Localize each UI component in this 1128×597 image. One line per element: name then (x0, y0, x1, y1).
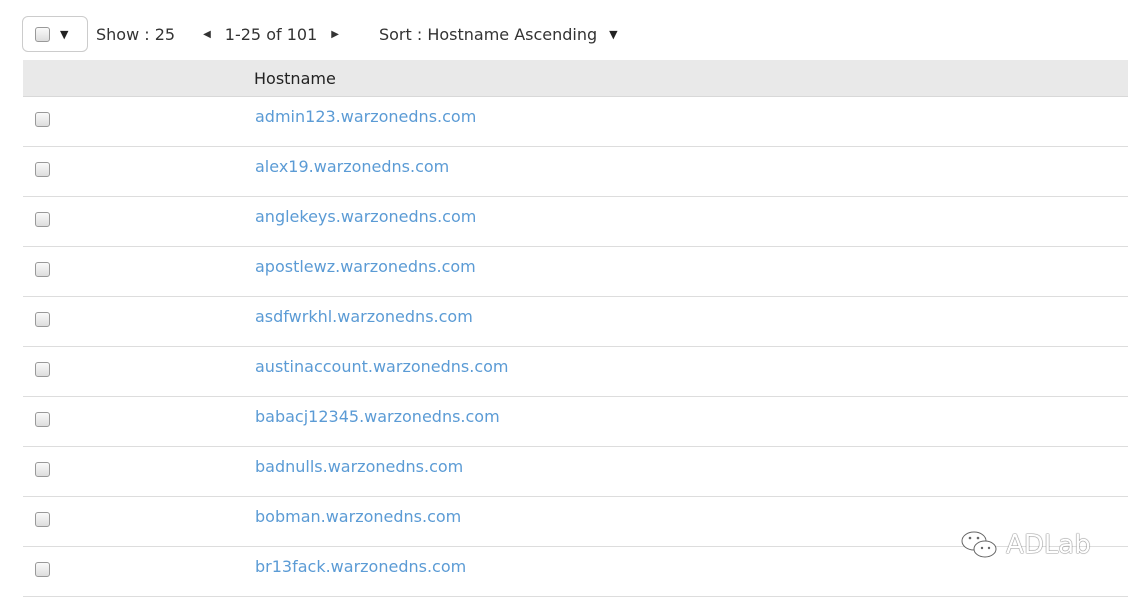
row-checkbox[interactable] (35, 312, 50, 327)
next-page-icon[interactable]: ▶ (331, 28, 339, 40)
select-all-checkbox[interactable] (35, 26, 50, 42)
chevron-down-icon[interactable]: ▼ (609, 27, 618, 41)
row-checkbox[interactable] (35, 412, 50, 427)
hostname-link[interactable]: br13fack.warzonedns.com (255, 557, 467, 576)
watermark: ADLab (960, 530, 1091, 560)
row-checkbox[interactable] (35, 362, 50, 377)
hostname-link[interactable]: bobman.warzonedns.com (255, 507, 462, 526)
table-row: asdfwrkhl.warzonedns.com (23, 297, 1128, 347)
row-checkbox[interactable] (35, 262, 50, 277)
page-range: 1-25 of 101 (224, 24, 318, 44)
table-row: anglekeys.warzonedns.com (23, 197, 1128, 247)
table-row: badnulls.warzonedns.com (23, 447, 1128, 497)
hostname-link[interactable]: admin123.warzonedns.com (255, 107, 477, 126)
hostname-link[interactable]: austinaccount.warzonedns.com (255, 357, 509, 376)
row-checkbox[interactable] (35, 162, 50, 177)
prev-page-icon[interactable]: ◀ (203, 28, 211, 40)
table-row: austinaccount.warzonedns.com (23, 347, 1128, 397)
table-row: apostlewz.warzonedns.com (23, 247, 1128, 297)
table-row: babacj12345.warzonedns.com (23, 397, 1128, 447)
hostname-link[interactable]: anglekeys.warzonedns.com (255, 207, 477, 226)
chevron-down-icon[interactable]: ▼ (60, 27, 69, 41)
show-count-selector[interactable]: Show : 25 (96, 24, 176, 44)
row-checkbox[interactable] (35, 562, 50, 577)
hostname-link[interactable]: babacj12345.warzonedns.com (255, 407, 500, 426)
wechat-icon (961, 531, 997, 558)
hostname-link[interactable]: badnulls.warzonedns.com (255, 457, 464, 476)
table-header: Hostname (23, 60, 1128, 97)
row-checkbox[interactable] (35, 112, 50, 127)
sort-selector[interactable]: Sort : Hostname Ascending ▼ (379, 25, 618, 44)
watermark-text: ADLab (1006, 530, 1091, 560)
row-checkbox[interactable] (35, 512, 50, 527)
row-checkbox[interactable] (35, 212, 50, 227)
pager: ◀ 1-25 of 101 ▶ (203, 25, 339, 44)
hostname-link[interactable]: apostlewz.warzonedns.com (255, 257, 476, 276)
row-checkbox[interactable] (35, 462, 50, 477)
hostname-link[interactable]: asdfwrkhl.warzonedns.com (255, 307, 473, 326)
table-row: bobman.warzonedns.com (23, 497, 1128, 547)
hostname-table: Hostname admin123.warzonedns.com alex19.w… (23, 60, 1128, 597)
table-row: alex19.warzonedns.com (23, 147, 1128, 197)
table-row: admin123.warzonedns.com (23, 97, 1128, 147)
select-all-dropdown[interactable]: ▼ (22, 16, 88, 52)
sort-label: Sort : Hostname Ascending (378, 24, 598, 44)
column-header-hostname[interactable]: Hostname (254, 69, 336, 88)
toolbar: ▼ Show : 25 ◀ 1-25 of 101 ▶ Sort : Hostn… (22, 16, 618, 52)
hostname-link[interactable]: alex19.warzonedns.com (255, 157, 450, 176)
